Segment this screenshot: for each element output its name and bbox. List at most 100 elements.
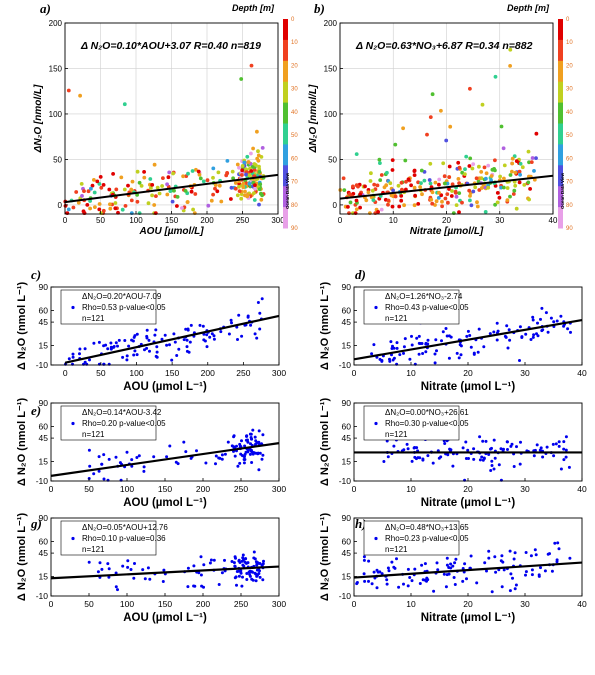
data-point [568, 556, 572, 560]
colorbar-tick-label: 30 [566, 87, 573, 93]
data-point [189, 189, 194, 194]
annotation-n: n=121 [82, 545, 105, 554]
y-tick-label: 45 [39, 433, 49, 443]
y-tick-label: 15 [342, 457, 352, 467]
data-point [413, 567, 417, 571]
data-point [109, 341, 113, 345]
data-point [160, 337, 164, 341]
data-point [562, 440, 566, 444]
data-point [423, 578, 427, 582]
data-point [230, 321, 233, 325]
data-point [256, 561, 260, 565]
colorbar-segment [283, 102, 288, 124]
data-point [66, 207, 71, 212]
data-point [406, 177, 411, 182]
data-point [67, 357, 71, 361]
data-point [256, 301, 260, 304]
data-point [385, 578, 389, 582]
data-point [529, 338, 533, 341]
data-point [391, 188, 395, 193]
data-point [413, 193, 417, 198]
data-point [468, 86, 472, 91]
annotation-equation: ΔN₂O=0.14*AOU-3.42 [82, 408, 162, 417]
data-point [192, 564, 196, 568]
data-point [385, 170, 389, 175]
data-point [133, 562, 136, 565]
data-point [390, 168, 395, 172]
data-point [564, 448, 568, 452]
x-tick-label: 250 [234, 599, 248, 609]
data-point [238, 442, 242, 446]
data-point [430, 201, 435, 206]
data-point [463, 167, 467, 172]
data-point [474, 176, 479, 181]
data-point [511, 192, 516, 196]
data-point [102, 344, 106, 348]
data-point [97, 182, 102, 186]
data-point [219, 330, 223, 334]
data-point [485, 569, 488, 573]
data-point [510, 169, 514, 174]
data-point [125, 358, 129, 362]
x-axis-label: Nitrate (µmol L⁻¹) [421, 497, 516, 509]
data-point [122, 187, 127, 192]
data-point [233, 186, 238, 191]
data-point [434, 199, 439, 204]
data-point [87, 560, 91, 564]
panel-label: e) [31, 403, 41, 418]
data-point [380, 572, 384, 576]
data-point [120, 207, 125, 212]
y-tick-label: 15 [342, 341, 352, 351]
data-point [201, 324, 205, 328]
data-point [351, 184, 355, 189]
x-tick-label: 40 [577, 368, 587, 378]
data-point [541, 328, 545, 332]
data-point [166, 175, 171, 180]
data-point [170, 358, 174, 362]
data-point [552, 320, 556, 324]
data-point [247, 181, 252, 186]
data-point [97, 207, 102, 212]
data-point [538, 448, 542, 452]
colorbar-tick-label: 10 [291, 40, 298, 46]
data-point [114, 571, 118, 575]
colorbar-segment [283, 60, 288, 83]
colorbar-segment [283, 19, 288, 41]
x-axis-label: AOU (µmol L⁻¹) [123, 497, 207, 509]
data-point [534, 131, 539, 136]
data-point [486, 185, 491, 190]
y-tick-label: -10 [36, 591, 49, 601]
x-tick-label: 0 [63, 368, 68, 378]
data-point [564, 455, 568, 459]
data-point [424, 341, 428, 345]
data-point [191, 207, 196, 212]
data-point [443, 196, 448, 201]
data-point [355, 582, 359, 586]
data-point [170, 199, 175, 204]
annotation-n: n=121 [385, 430, 408, 439]
data-point [122, 102, 127, 107]
data-point [513, 551, 517, 555]
data-point [436, 568, 440, 572]
data-point [237, 189, 242, 194]
data-point [212, 558, 216, 562]
x-tick-label: 150 [165, 216, 179, 225]
data-point [92, 190, 97, 195]
data-point [468, 198, 472, 203]
data-point [481, 458, 485, 462]
x-tick-label: 150 [158, 599, 172, 609]
data-point [258, 311, 262, 315]
annotation-box [60, 520, 157, 556]
data-point [119, 175, 124, 180]
data-point [226, 440, 230, 444]
data-point [249, 323, 253, 327]
data-point [100, 567, 104, 571]
panel-d: d) 0 10 20 30 40 -10 15 45 60 90 Nitrate (µmol L⁻¹)… [319, 267, 587, 393]
x-tick-label: 100 [120, 599, 134, 609]
data-point [486, 163, 491, 168]
data-point [109, 347, 113, 351]
data-point [402, 582, 405, 586]
colorbar: 0 10 20 30 40 50 60 70 80 90 Ocean Data View [558, 17, 573, 232]
data-point [449, 194, 454, 198]
